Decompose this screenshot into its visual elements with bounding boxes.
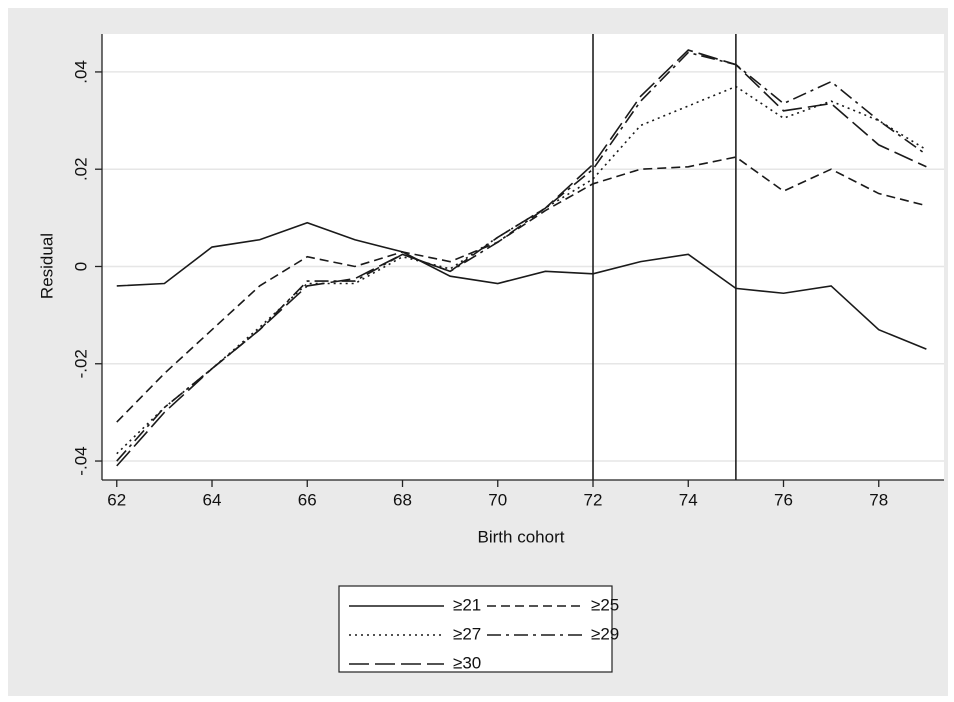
legend-label: ≥27	[453, 624, 481, 643]
legend-box	[338, 585, 613, 673]
y-axis-title: Residual	[37, 233, 56, 299]
x-axis-title: Birth cohort	[478, 527, 565, 546]
legend-label: ≥30	[453, 653, 481, 672]
y-tick-label: -.02	[71, 349, 90, 378]
y-tick-label: -.04	[71, 446, 90, 475]
legend-label: ≥25	[591, 595, 619, 614]
series-line	[116, 156, 927, 423]
x-tick-label: 64	[203, 490, 222, 509]
plot-area	[102, 34, 944, 480]
x-tick-label: 62	[107, 490, 126, 509]
x-tick-label: 76	[774, 490, 793, 509]
legend-label: ≥29	[591, 624, 619, 643]
x-tick-label: 68	[393, 490, 412, 509]
x-tick-label: 70	[488, 490, 507, 509]
x-tick-label: 74	[679, 490, 698, 509]
x-tick-label: 66	[298, 490, 317, 509]
x-tick-label: 72	[584, 490, 603, 509]
series-line	[116, 49, 927, 467]
x-tick-label: 78	[869, 490, 888, 509]
legend-label: ≥21	[453, 595, 481, 614]
series-line	[116, 221, 927, 350]
y-tick-label: 0	[71, 262, 90, 271]
y-tick-label: .02	[71, 157, 90, 181]
y-tick-label: .04	[71, 60, 90, 84]
